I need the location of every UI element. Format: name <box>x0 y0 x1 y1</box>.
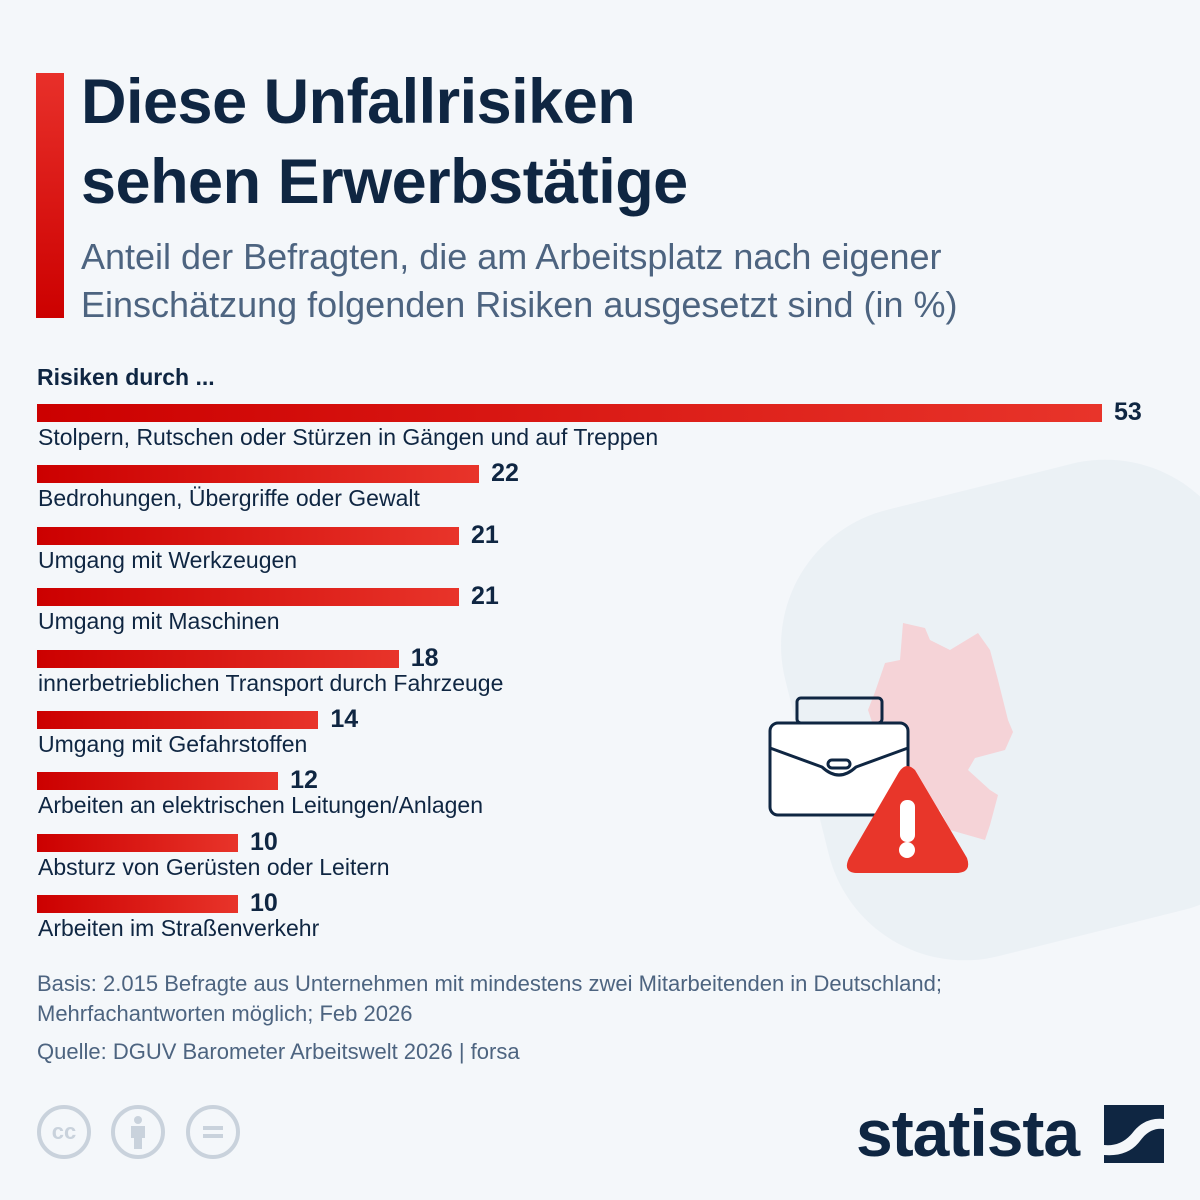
category-label: Umgang mit Gefahrstoffen <box>38 731 308 757</box>
statista-logo[interactable]: statista <box>856 1096 1080 1170</box>
attribution-icon[interactable] <box>111 1105 165 1159</box>
category-label: Arbeiten im Straßenverkehr <box>38 915 320 942</box>
bar <box>37 404 1102 422</box>
source-note: Quelle: DGUV Barometer Arbeitswelt 2026 … <box>37 1039 520 1064</box>
category-label: Absturz von Gerüsten oder Leitern <box>38 853 390 880</box>
data-label: 14 <box>330 705 359 733</box>
data-label: 22 <box>491 459 519 488</box>
category-label: innerbetrieblichen Transport durch Fahrz… <box>38 669 504 696</box>
category-label: Stolpern, Rutschen oder Stürzen in Gänge… <box>38 424 659 450</box>
bar <box>37 588 459 607</box>
bar <box>37 465 480 484</box>
category-label: Bedrohungen, Übergriffe oder Gewalt <box>38 485 420 512</box>
bar <box>37 649 399 668</box>
category-header: Risiken durch ... <box>37 364 215 390</box>
data-label: 10 <box>249 827 278 856</box>
data-label: 18 <box>410 643 439 672</box>
data-label: 53 <box>1114 398 1142 426</box>
category-label: Umgang mit Werkzeugen <box>38 546 298 573</box>
bar <box>37 895 238 914</box>
data-label: 12 <box>290 766 318 795</box>
bar <box>37 772 279 791</box>
bar <box>37 833 238 852</box>
no-derivatives-icon[interactable] <box>186 1105 240 1159</box>
data-label: 21 <box>470 520 499 549</box>
briefcase-icon <box>768 696 910 817</box>
data-label: 21 <box>470 582 499 611</box>
title-accent-bar <box>36 73 64 318</box>
subtitle: Anteil der Befragten, die am Arbeitsplat… <box>81 236 958 325</box>
cc-icon[interactable]: cc <box>37 1105 91 1159</box>
bar <box>37 526 459 545</box>
data-label: 10 <box>249 889 278 918</box>
warning-triangle-icon <box>846 766 969 873</box>
category-label: Umgang mit Maschinen <box>38 608 280 635</box>
bar <box>37 711 319 729</box>
illustration <box>768 623 1013 873</box>
category-label: Arbeiten an elektrischen Leitungen/Anlag… <box>38 792 483 819</box>
statista-logo-mark-icon <box>1104 1105 1164 1163</box>
page-title: Diese Unfallrisiken sehen Erwerbstätige <box>81 67 688 217</box>
basis-note: Basis: 2.015 Befragte aus Unternehmen mi… <box>37 971 942 1026</box>
